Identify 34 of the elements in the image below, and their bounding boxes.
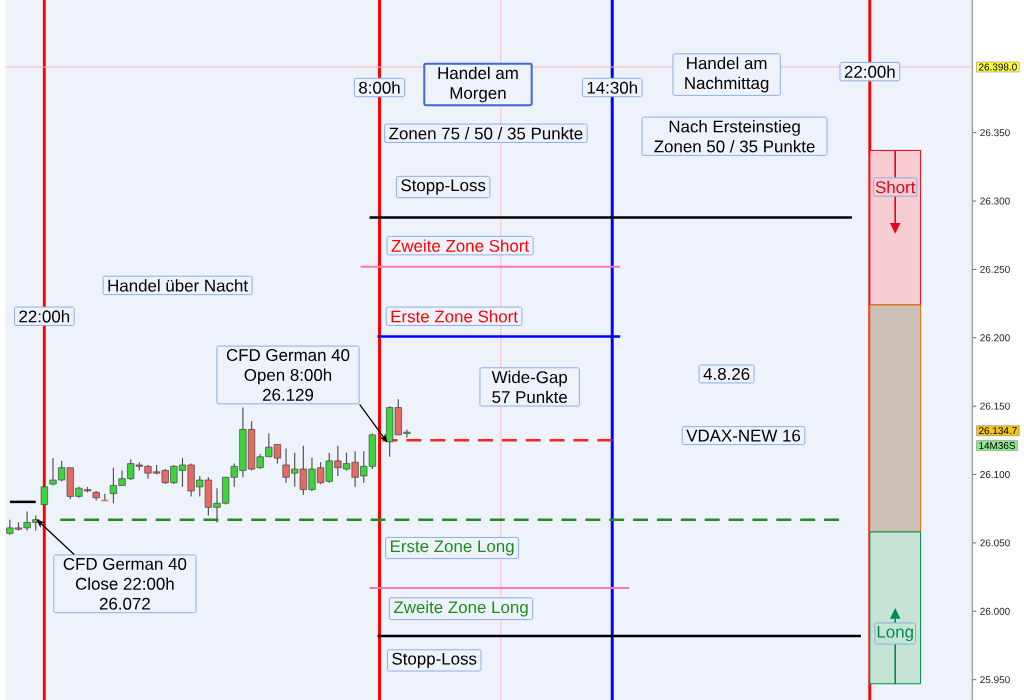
ref-line-label: Stopp-Loss: [401, 179, 486, 195]
band-label: Short: [875, 180, 916, 194]
y-tick-label: 26.000: [980, 607, 1010, 615]
ref-line-label: Zweite Zone Long: [393, 600, 528, 617]
annotation: CFD German 40 Close 22:00h 26.072: [63, 557, 187, 610]
y-tick-label: 26.300: [980, 197, 1010, 205]
annotation: Handel am Nachmittag: [685, 56, 769, 93]
annotation: Nach Ersteinstieg Zonen 50 / 35 Punkte: [654, 120, 815, 153]
annotation: VDAX-NEW 16: [686, 429, 801, 442]
y-tick-label: 26.150: [980, 402, 1010, 410]
ref-line-label: Erste Zone Short: [391, 309, 518, 323]
annotation: Wide-Gap 57 Punkte: [491, 370, 568, 403]
y-tick-label: 26.100: [980, 470, 1010, 478]
annotation: CFD German 40 Open 8:00h 26.129: [226, 348, 350, 401]
ref-line-label: Stopp-Loss: [392, 652, 477, 668]
text: 14M36S: [979, 441, 1016, 449]
band-label: Long: [877, 625, 913, 642]
annotation: 22:00h: [19, 309, 70, 323]
y-tick-label: 26.250: [980, 265, 1010, 273]
annotation: 8:00h: [359, 81, 400, 94]
y-tick-label: 26.350: [980, 129, 1010, 137]
annotation: 22:00h: [844, 65, 895, 78]
annotation: Handel über Nacht: [108, 279, 248, 292]
y-tick-label: 26.200: [980, 334, 1010, 342]
annotation: Zonen 75 / 50 / 35 Punkte: [389, 126, 583, 140]
ref-line-label: 26.398.0: [979, 63, 1017, 71]
annotation: Handel am Morgen: [438, 66, 518, 103]
ref-line-label: Erste Zone Long: [390, 540, 514, 556]
annotation: 4.8.26: [703, 367, 750, 380]
ref-line-label: Zweite Zone Short: [391, 239, 529, 252]
annotation: 14:30h: [587, 81, 637, 94]
y-tick-label: 26.050: [980, 539, 1010, 547]
y-tick-label: 25.950: [980, 676, 1010, 684]
text: 26.134.7: [979, 427, 1017, 435]
